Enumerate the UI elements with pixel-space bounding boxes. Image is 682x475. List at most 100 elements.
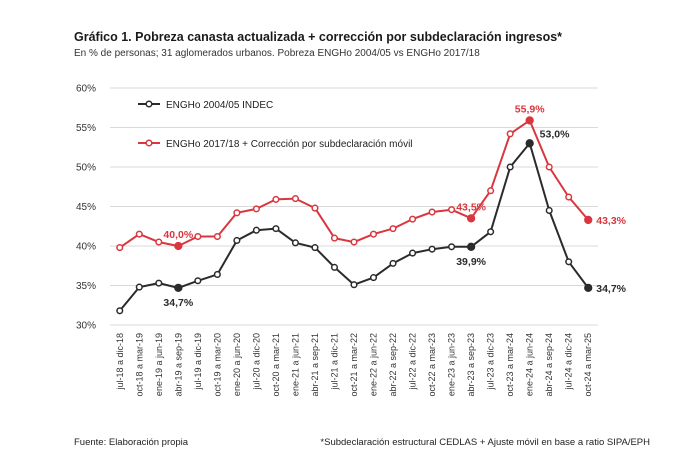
x-tick-label: jul-19 a dic-19 xyxy=(193,333,203,391)
legend-point-series1 xyxy=(145,100,153,108)
x-tick-label: abr-21 a sep-21 xyxy=(310,333,320,397)
data-point xyxy=(116,244,124,252)
data-label: 39,9% xyxy=(456,256,486,268)
data-point xyxy=(252,205,260,213)
data-point xyxy=(448,206,456,214)
data-point xyxy=(291,239,299,247)
data-label: 34,7% xyxy=(163,297,193,309)
data-point xyxy=(466,214,476,223)
data-point xyxy=(252,226,260,234)
data-point xyxy=(350,238,358,246)
data-point xyxy=(545,206,553,214)
y-tick-label: 60% xyxy=(76,84,96,95)
data-point xyxy=(330,263,339,271)
y-tick-label: 40% xyxy=(76,242,96,253)
y-axis: 30% 35% 40% 45% 50% 55% 60% xyxy=(76,84,96,332)
data-point xyxy=(233,236,241,245)
data-point xyxy=(487,228,495,236)
data-point xyxy=(428,208,436,216)
data-point xyxy=(369,230,378,238)
data-point xyxy=(466,242,476,251)
source-note: Fuente: Elaboración propia xyxy=(74,437,189,448)
data-point xyxy=(565,258,573,266)
x-tick-label: abr-19 a sep-19 xyxy=(173,333,183,397)
x-tick-label: jul-22 a dic-22 xyxy=(408,333,418,391)
x-tick-label: oct-22 a mar-23 xyxy=(427,333,437,397)
data-point xyxy=(525,116,534,125)
x-tick-label: jul-23 a dic-23 xyxy=(486,333,496,391)
data-point xyxy=(545,163,553,171)
x-tick-label: oct-23 a mar-24 xyxy=(505,333,515,397)
data-point xyxy=(194,232,202,241)
series-points xyxy=(116,116,593,315)
legend-point-series2 xyxy=(145,139,153,147)
data-point xyxy=(174,283,183,293)
x-tick-label: jul-24 a dic-24 xyxy=(564,333,574,391)
data-point xyxy=(409,249,417,257)
x-tick-label: abr-24 a sep-24 xyxy=(544,333,554,397)
data-point xyxy=(311,244,319,252)
data-point xyxy=(272,195,280,203)
data-label: 55,9% xyxy=(515,103,545,115)
y-tick-label: 35% xyxy=(76,281,96,292)
data-label: 43,5% xyxy=(456,201,486,213)
data-point xyxy=(584,283,593,293)
grid-lines xyxy=(110,87,598,326)
data-point xyxy=(135,283,143,291)
data-point xyxy=(350,281,358,289)
chart-title: Gráfico 1. Pobreza canasta actualizada +… xyxy=(74,30,563,44)
data-point xyxy=(174,241,183,251)
x-axis: jul-18 a dic-18 oct-18 a mar-19 ene-19 a j… xyxy=(115,333,593,397)
data-point xyxy=(487,187,495,195)
data-point xyxy=(272,225,280,233)
y-tick-label: 55% xyxy=(76,123,96,134)
data-point xyxy=(389,259,397,267)
x-tick-label: oct-20 a mar-21 xyxy=(271,333,281,397)
data-labels: 34,7% 39,9% 53,0% 34,7% 40,0% 43,5% 55,9% 43,3% xyxy=(163,103,626,308)
x-tick-label: jul-21 a dic-21 xyxy=(329,333,339,391)
data-point xyxy=(311,204,319,212)
x-tick-label: ene-20 a jun-20 xyxy=(232,333,242,396)
data-point xyxy=(330,234,339,242)
data-point xyxy=(409,215,417,223)
x-tick-label: oct-19 a mar-20 xyxy=(212,333,222,397)
data-label: 53,0% xyxy=(540,128,570,140)
y-tick-label: 50% xyxy=(76,163,96,174)
x-tick-label: oct-18 a mar-19 xyxy=(134,333,144,397)
data-point xyxy=(155,279,163,287)
data-point xyxy=(116,307,124,315)
y-tick-label: 30% xyxy=(76,321,96,332)
data-point xyxy=(135,230,143,238)
data-label: 43,3% xyxy=(596,215,626,227)
x-tick-label: ene-21 a jun-21 xyxy=(290,333,300,396)
data-point xyxy=(506,130,514,138)
x-tick-label: ene-19 a jun-19 xyxy=(154,333,164,396)
x-tick-label: abr-23 a sep-23 xyxy=(466,333,476,397)
x-tick-label: oct-24 a mar-25 xyxy=(583,333,593,397)
data-point xyxy=(525,139,534,148)
x-tick-label: abr-22 a sep-22 xyxy=(388,333,398,397)
legend-label-series2: ENGHo 2017/18 + Corrección por subdeclar… xyxy=(166,139,413,150)
footnote: *Subdeclaración estructural CEDLAS + Aju… xyxy=(320,437,650,448)
data-point xyxy=(428,245,436,253)
legend-label-series1: ENGHo 2004/05 INDEC xyxy=(166,100,273,111)
data-point xyxy=(194,277,202,285)
data-point xyxy=(291,195,299,203)
x-tick-label: ene-22 a jun-22 xyxy=(369,333,379,396)
chart-subtitle: En % de personas; 31 aglomerados urbanos… xyxy=(74,48,480,59)
data-label: 40,0% xyxy=(163,229,193,241)
data-point xyxy=(213,232,221,241)
x-tick-label: ene-24 a jun-24 xyxy=(525,333,535,396)
data-point xyxy=(565,193,573,201)
data-point xyxy=(448,243,456,251)
x-tick-label: jul-20 a dic-20 xyxy=(251,333,261,391)
data-point xyxy=(389,225,397,233)
legend: ENGHo 2004/05 INDEC ENGHo 2017/18 + Corr… xyxy=(138,100,413,150)
y-tick-label: 45% xyxy=(76,202,96,213)
data-point xyxy=(584,215,593,225)
data-point xyxy=(213,270,221,278)
data-point xyxy=(233,209,241,217)
data-point xyxy=(506,163,514,171)
data-point xyxy=(369,274,378,282)
